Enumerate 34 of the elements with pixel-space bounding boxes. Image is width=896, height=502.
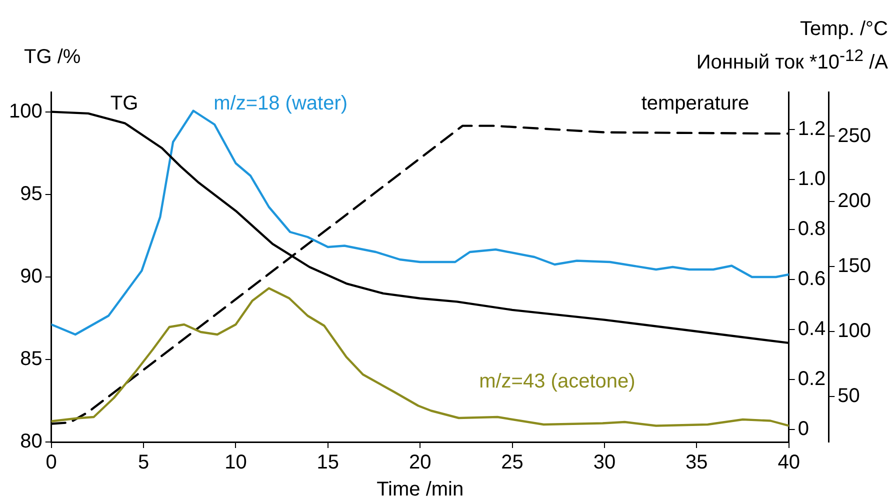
- x-tick-label: 20: [408, 452, 432, 474]
- y-tick-label: 80: [20, 430, 42, 453]
- x-tick-label: 5: [138, 452, 150, 474]
- y-tick-label: 100: [8, 100, 42, 122]
- x-tick-label: 40: [778, 452, 800, 474]
- y3-axis-title: Temp. /°C: [800, 18, 888, 41]
- series-label: temperature: [641, 92, 750, 115]
- y-tick-label: 85: [20, 348, 42, 370]
- x-tick-label: 10: [224, 452, 247, 474]
- y2-tick-label: 0.6: [798, 268, 826, 290]
- y2-axis-title: Ионный ток *10$^{-12}$ /A: [696, 46, 888, 75]
- y2-tick-label: 1.0: [798, 168, 826, 190]
- y3-tick-label: 150: [838, 254, 872, 277]
- x-axis-title: Time /min: [376, 478, 464, 501]
- y2-tick-label: 1.2: [798, 118, 826, 140]
- series-label: m/z=18 (water): [214, 92, 348, 115]
- y-axis-title: TG /%: [24, 46, 81, 69]
- x-tick-label: 25: [501, 452, 524, 474]
- y3-tick-label: 250: [838, 124, 872, 147]
- x-tick-label: 35: [686, 452, 708, 474]
- y2-tick-label: 0.4: [798, 318, 826, 340]
- y3-tick-label: 200: [838, 190, 872, 212]
- y2-tick-label: 0.2: [798, 368, 826, 390]
- x-tick-label: 30: [593, 452, 616, 474]
- series-label: m/z=43 (acetone): [479, 370, 636, 393]
- x-tick-label: 15: [316, 452, 340, 474]
- y-tick-label: 90: [20, 265, 42, 288]
- series-label: TG: [110, 92, 138, 115]
- x-tick-label: 0: [46, 452, 57, 474]
- y2-tick-label: 0: [798, 418, 809, 440]
- y-tick-label: 95: [20, 182, 42, 205]
- y2-tick-label: 0.8: [798, 218, 826, 240]
- y3-tick-label: 50: [838, 384, 860, 407]
- y3-tick-label: 100: [838, 320, 872, 342]
